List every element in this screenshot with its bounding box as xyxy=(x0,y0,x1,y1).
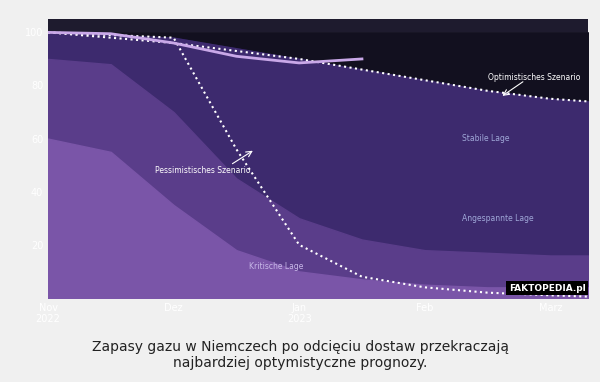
Text: Kritische Lage: Kritische Lage xyxy=(249,262,304,270)
Text: Zapasy gazu w Niemczech po odcięciu dostaw przekraczają
najbardziej optymistyczn: Zapasy gazu w Niemczech po odcięciu dost… xyxy=(91,340,509,370)
Text: FAKTOPEDIA.pl: FAKTOPEDIA.pl xyxy=(509,284,586,293)
Text: Stabile Lage: Stabile Lage xyxy=(463,134,510,143)
Text: Pessimistisches Szenario: Pessimistisches Szenario xyxy=(155,166,250,175)
Text: Optimistisches Szenario: Optimistisches Szenario xyxy=(488,73,580,82)
Text: Angespannte Lage: Angespannte Lage xyxy=(463,214,534,223)
